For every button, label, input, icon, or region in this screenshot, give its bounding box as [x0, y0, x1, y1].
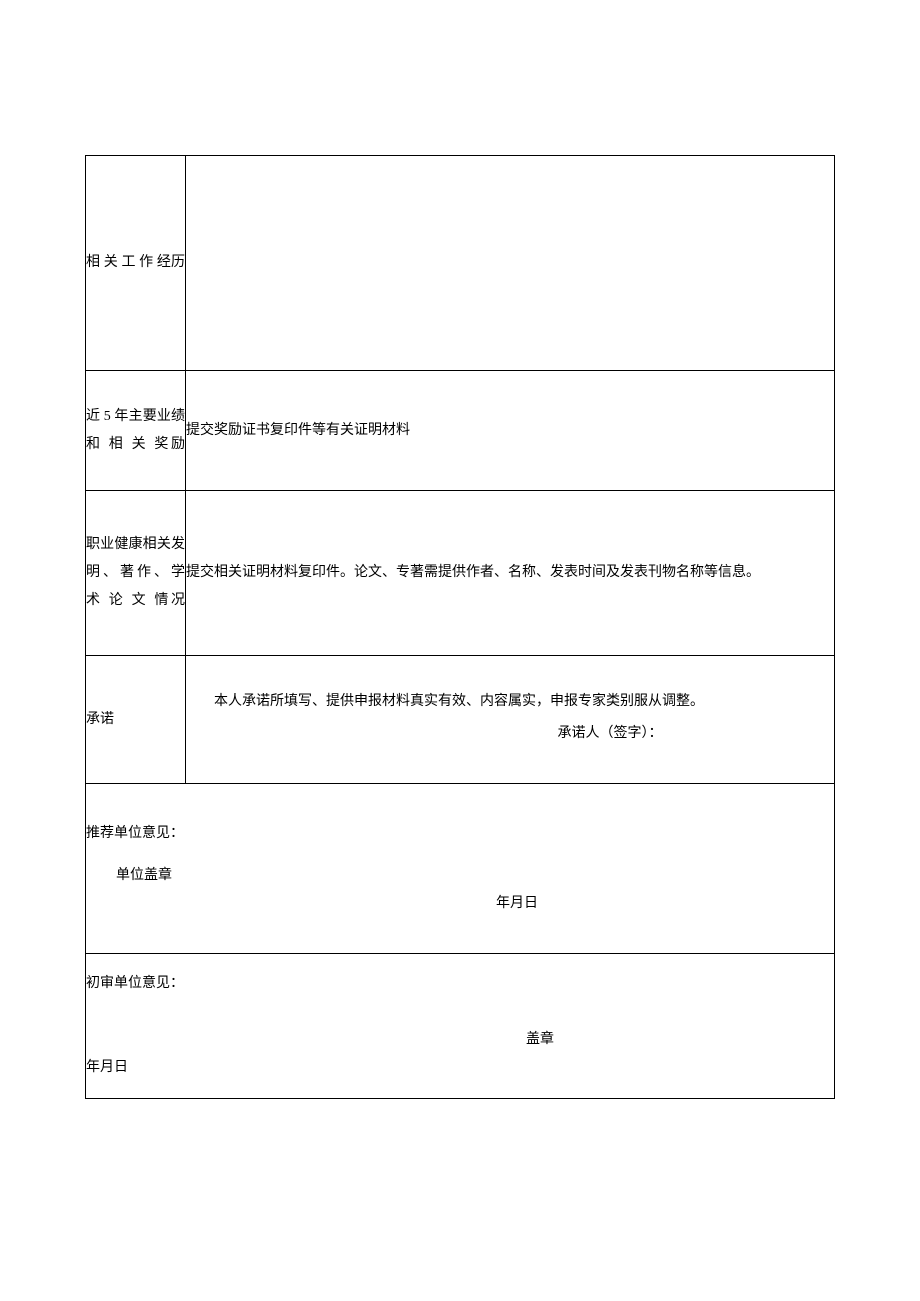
review-stamp: 盖章 — [86, 1026, 834, 1054]
publications-content-text: 提交相关证明材料复印件。论文、专著需提供作者、名称、发表时间及发表刊物名称等信息… — [186, 565, 760, 580]
application-form-table: 相 关 工 作 经历 近 5 年主要业绩 和 相 关 奖励 提交奖励证书复印件等… — [85, 155, 835, 1099]
review-date: 年月日 — [86, 1054, 834, 1082]
recommendation-title: 推荐单位意见： — [86, 820, 834, 848]
review-stamp-text: 盖章 — [526, 1032, 554, 1047]
commitment-label: 承诺 — [86, 656, 186, 784]
recommendation-date: 年月日 — [86, 890, 834, 918]
achievements-content: 提交奖励证书复印件等有关证明材料 — [186, 371, 835, 491]
work-experience-label-text: 相 关 工 作 经历 — [86, 255, 185, 270]
commitment-content: 本人承诺所填写、提供申报材料真实有效、内容属实，申报专家类别服从调整。 承诺人（… — [186, 656, 835, 784]
publications-content: 提交相关证明材料复印件。论文、专著需提供作者、名称、发表时间及发表刊物名称等信息… — [186, 491, 835, 656]
review-row: 初审单位意见： 盖章 年月日 — [86, 954, 835, 1099]
review-title-text: 初审单位意见： — [86, 976, 184, 991]
work-experience-row: 相 关 工 作 经历 — [86, 156, 835, 371]
achievements-label-text: 近 5 年主要业绩 和 相 关 奖励 — [86, 409, 185, 452]
publications-label: 职业健康相关发明、著作、学 术 论 文 情况 — [86, 491, 186, 656]
commitment-signature: 承诺人（签字）： — [186, 720, 834, 748]
recommendation-title-text: 推荐单位意见： — [86, 826, 184, 841]
publications-row: 职业健康相关发明、著作、学 术 论 文 情况 提交相关证明材料复印件。论文、专著… — [86, 491, 835, 656]
recommendation-cell: 推荐单位意见： 单位盖章 年月日 — [86, 784, 835, 954]
review-cell: 初审单位意见： 盖章 年月日 — [86, 954, 835, 1099]
recommendation-stamp-text: 单位盖章 — [116, 868, 172, 883]
review-date-text: 年月日 — [86, 1060, 128, 1075]
commitment-body: 本人承诺所填写、提供申报材料真实有效、内容属实，申报专家类别服从调整。 — [186, 688, 834, 716]
review-title: 初审单位意见： — [86, 970, 834, 998]
commitment-row: 承诺 本人承诺所填写、提供申报材料真实有效、内容属实，申报专家类别服从调整。 承… — [86, 656, 835, 784]
achievements-label: 近 5 年主要业绩 和 相 关 奖励 — [86, 371, 186, 491]
recommendation-stamp: 单位盖章 — [86, 862, 834, 890]
recommendation-row: 推荐单位意见： 单位盖章 年月日 — [86, 784, 835, 954]
commitment-signature-text: 承诺人（签字）： — [558, 726, 663, 741]
achievements-row: 近 5 年主要业绩 和 相 关 奖励 提交奖励证书复印件等有关证明材料 — [86, 371, 835, 491]
recommendation-date-text: 年月日 — [496, 896, 538, 911]
work-experience-label: 相 关 工 作 经历 — [86, 156, 186, 371]
commitment-body-text: 本人承诺所填写、提供申报材料真实有效、内容属实，申报专家类别服从调整。 — [214, 694, 704, 709]
work-experience-content — [186, 156, 835, 371]
publications-label-text: 职业健康相关发明、著作、学 术 论 文 情况 — [86, 537, 185, 608]
achievements-content-text: 提交奖励证书复印件等有关证明材料 — [186, 423, 410, 438]
commitment-label-text: 承诺 — [86, 712, 114, 727]
